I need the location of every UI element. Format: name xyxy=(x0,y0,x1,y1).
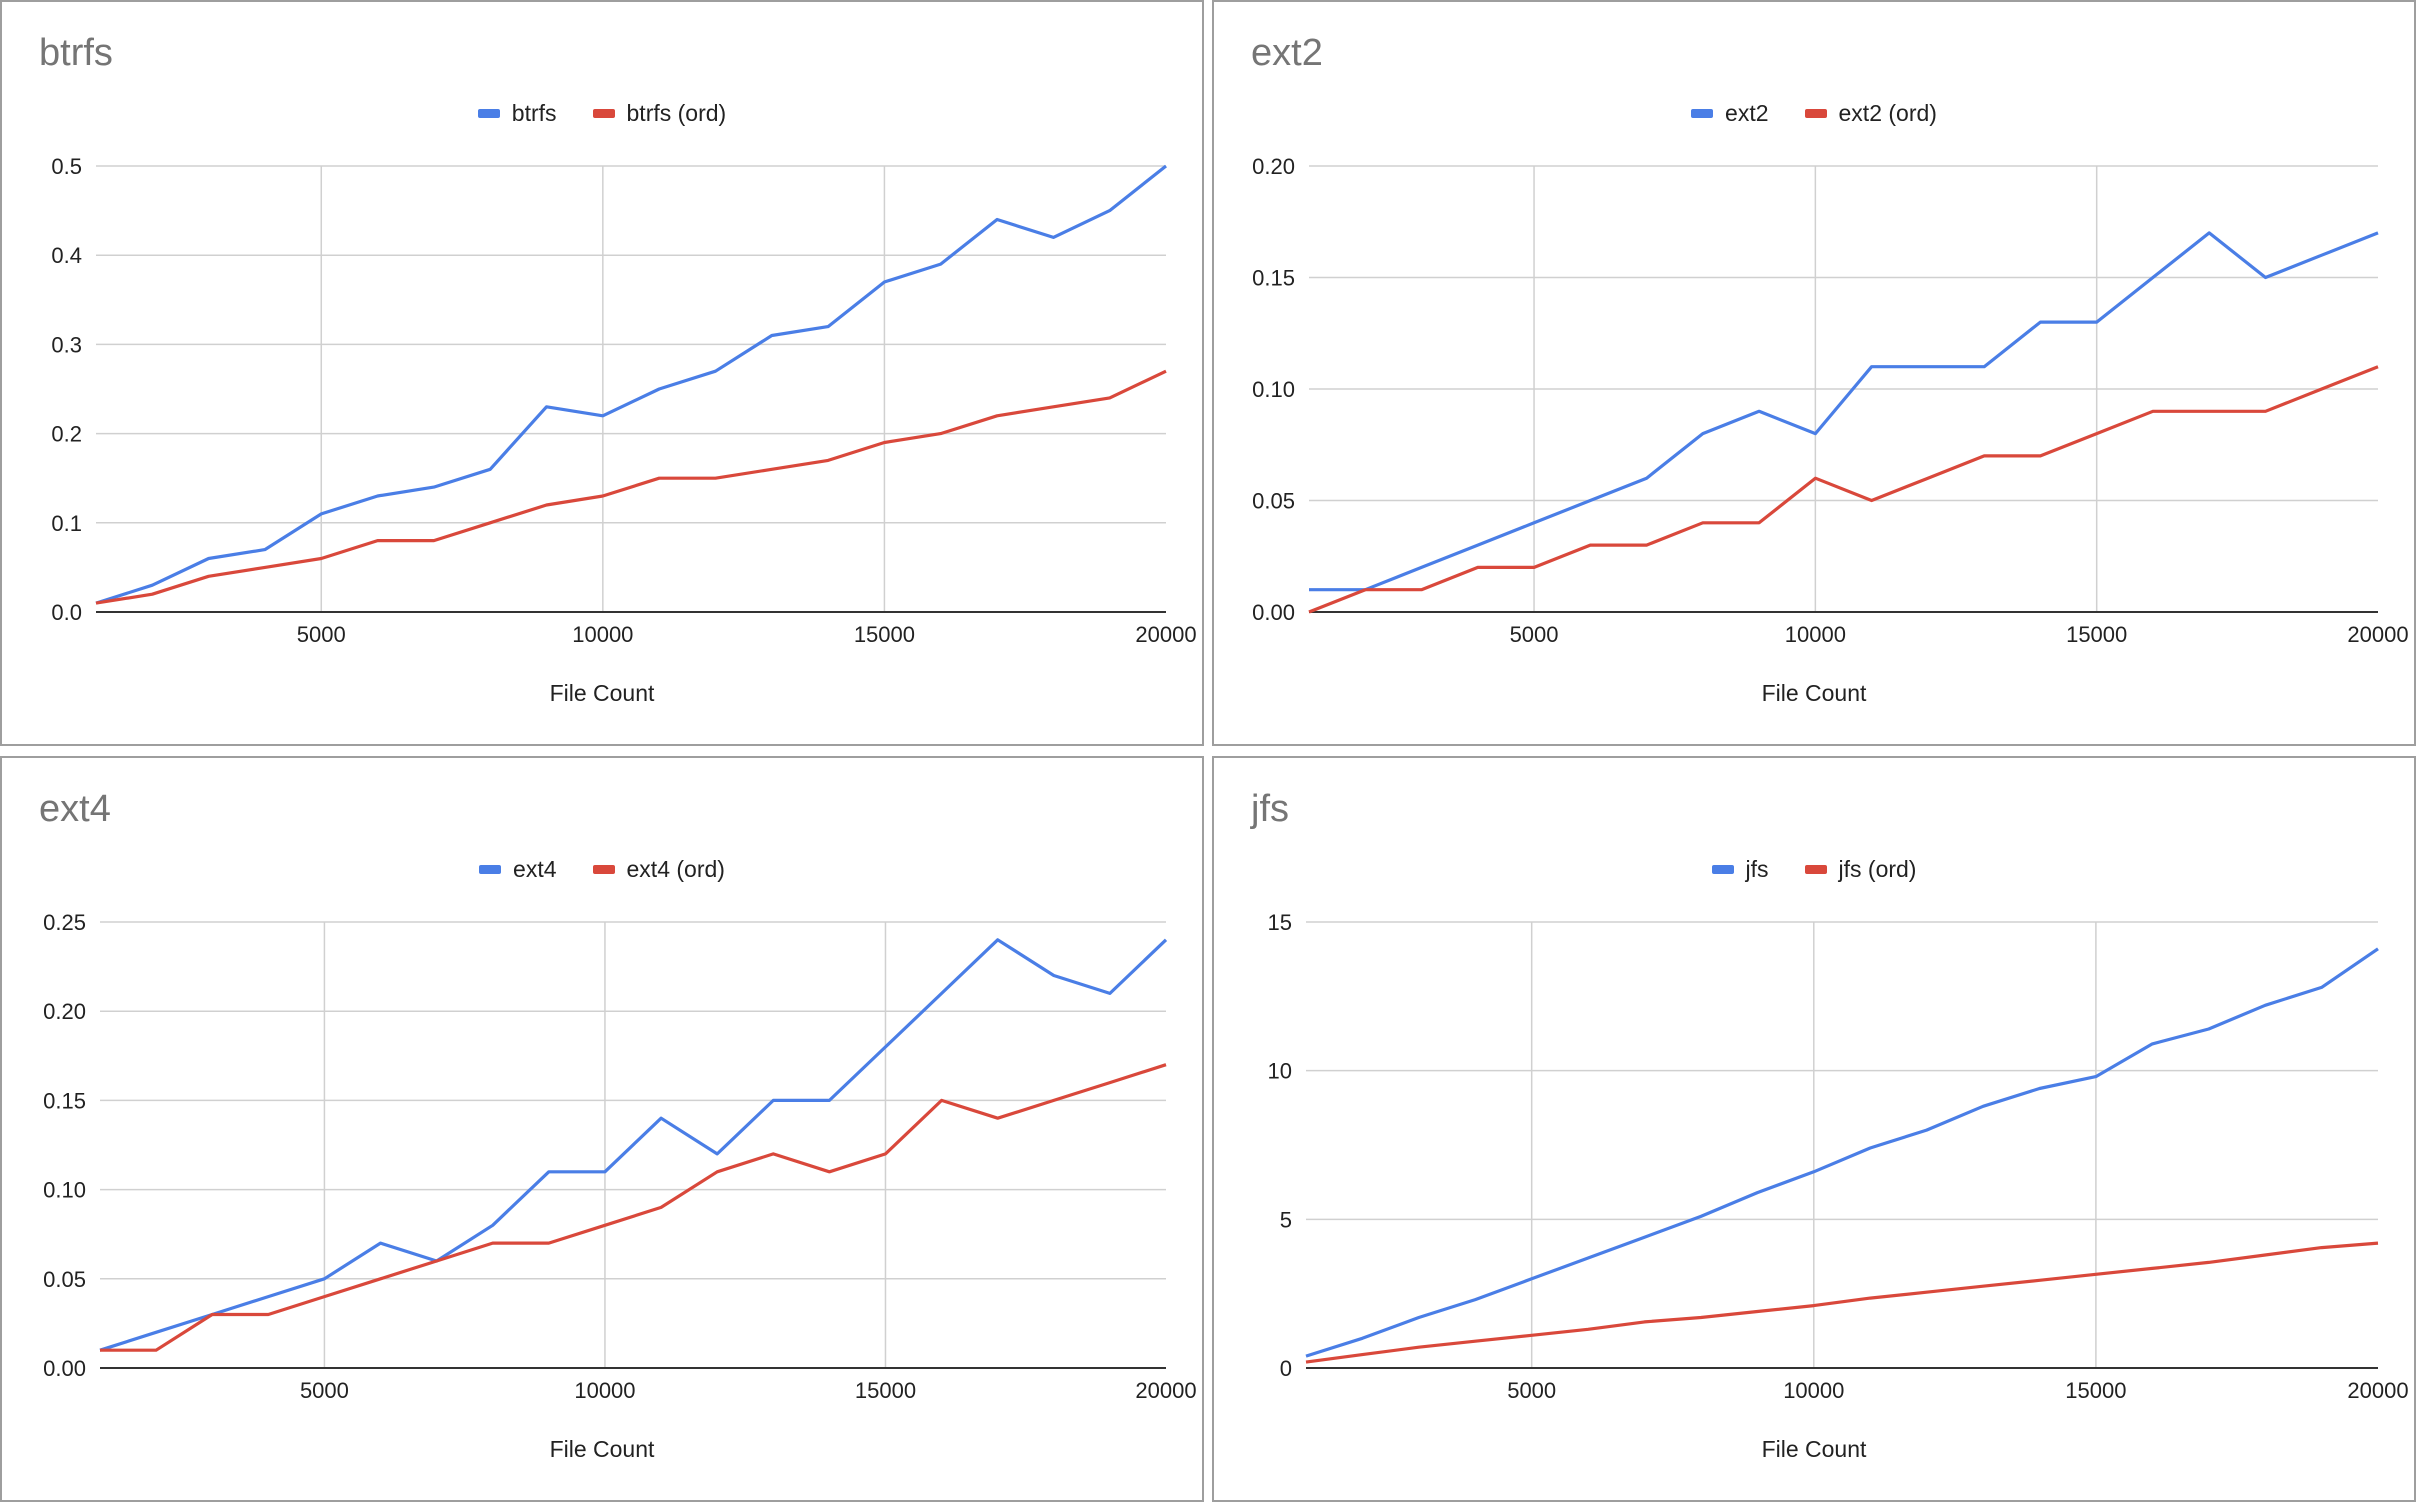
y-tick-label: 0.05 xyxy=(43,1267,86,1292)
series-line xyxy=(1308,365,2379,614)
legend-item: jfs xyxy=(1711,856,1769,883)
y-tick-label: 0.2 xyxy=(51,422,82,447)
x-tick-label: 10000 xyxy=(1783,1378,1844,1403)
x-tick-label: 15000 xyxy=(2065,1378,2126,1403)
legend-swatch-red xyxy=(592,109,615,118)
legend: btrfs btrfs (ord) xyxy=(2,100,1202,127)
x-tick-label: 5000 xyxy=(1510,622,1559,647)
chart-panel-ext4: ext4 ext4 ext4 (ord) 0.00 0.05 0.10 0.15 0.2… xyxy=(0,756,1204,1502)
series-line xyxy=(1305,1241,2379,1364)
legend-item: ext2 xyxy=(1691,100,1769,127)
x-tick-label: 15000 xyxy=(2066,622,2127,647)
y-tick-label: 0.10 xyxy=(1252,377,1295,402)
chart-title: btrfs xyxy=(39,32,113,74)
series-line xyxy=(100,1063,1167,1352)
legend-item: btrfs xyxy=(477,100,557,127)
x-tick-label: 10000 xyxy=(572,622,633,647)
legend-swatch-blue xyxy=(479,865,502,874)
series-line xyxy=(1309,231,2379,592)
legend-swatch-blue xyxy=(1711,865,1734,874)
y-tick-label: 0.15 xyxy=(43,1088,86,1113)
plot-area: 0.0 0.1 0.2 0.3 0.4 0.5 5000 10000 15000 20000 xyxy=(51,154,1196,647)
x-tick-label: 10000 xyxy=(574,1378,635,1403)
y-tick-label: 0.25 xyxy=(43,910,86,935)
x-tick-label: 5000 xyxy=(297,622,346,647)
y-tick-label: 0 xyxy=(1280,1356,1292,1381)
legend: ext2 ext2 (ord) xyxy=(1214,100,2414,127)
chart-title: ext2 xyxy=(1251,32,1323,74)
y-tick-label: 10 xyxy=(1268,1059,1292,1084)
x-tick-label: 20000 xyxy=(2347,1378,2408,1403)
x-tick-label: 20000 xyxy=(2347,622,2408,647)
x-tick-label: 10000 xyxy=(1785,622,1846,647)
y-tick-label: 0.10 xyxy=(43,1178,86,1203)
y-tick-label: 0.5 xyxy=(51,154,82,179)
plot-area: 0 5 10 15 5000 10000 15000 20000 xyxy=(1268,910,2409,1403)
series-line xyxy=(1305,947,2379,1358)
series-line xyxy=(95,164,1167,605)
legend-swatch-red xyxy=(1804,109,1827,118)
y-tick-label: 15 xyxy=(1268,910,1292,935)
x-tick-label: 20000 xyxy=(1135,1378,1196,1403)
y-tick-label: 0.1 xyxy=(51,511,82,536)
chart-title: ext4 xyxy=(39,788,111,830)
legend-item: ext4 xyxy=(479,856,557,883)
legend-label: ext4 (ord) xyxy=(626,856,725,882)
plot-area: 0.00 0.05 0.10 0.15 0.20 0.25 5000 10000 15000 20… xyxy=(43,910,1196,1403)
y-tick-label: 0.20 xyxy=(43,999,86,1024)
legend-swatch-red xyxy=(592,865,615,874)
legend-item: ext2 (ord) xyxy=(1804,100,1937,127)
chart-title: jfs xyxy=(1251,788,1289,830)
y-tick-label: 0.00 xyxy=(43,1356,86,1381)
y-tick-label: 0.05 xyxy=(1252,489,1295,514)
legend-swatch-red xyxy=(1804,865,1827,874)
legend-label: ext4 xyxy=(513,856,557,882)
y-tick-label: 0.00 xyxy=(1252,600,1295,625)
legend-swatch-blue xyxy=(477,109,500,118)
legend-swatch-blue xyxy=(1691,109,1714,118)
series-line xyxy=(99,938,1168,1352)
x-axis-label: File Count xyxy=(1761,680,1867,706)
x-axis-label: File Count xyxy=(1761,1436,1867,1462)
x-tick-label: 5000 xyxy=(300,1378,349,1403)
chart-panel-jfs: jfs jfs jfs (ord) 0 5 10 15 5000 10000 15000 20… xyxy=(1212,756,2416,1502)
legend-item: btrfs (ord) xyxy=(592,100,727,127)
y-tick-label: 0.3 xyxy=(51,332,82,357)
x-tick-label: 20000 xyxy=(1135,622,1196,647)
legend-item: jfs (ord) xyxy=(1804,856,1917,883)
legend-label: jfs (ord) xyxy=(1838,856,1917,882)
y-tick-label: 5 xyxy=(1280,1207,1292,1232)
legend-label: ext2 (ord) xyxy=(1838,100,1937,126)
chart-panel-btrfs: btrfs btrfs btrfs (ord) 0.0 0.1 0.2 0.3 0.4 0… xyxy=(0,0,1204,746)
x-tick-label: 15000 xyxy=(855,1378,916,1403)
y-tick-label: 0.4 xyxy=(51,243,82,268)
y-tick-label: 0.0 xyxy=(51,600,82,625)
x-axis-label: File Count xyxy=(549,1436,655,1462)
y-tick-label: 0.15 xyxy=(1252,266,1295,291)
plot-area: 0.00 0.05 0.10 0.15 0.20 5000 10000 15000 20000 xyxy=(1252,154,2408,647)
y-tick-label: 0.20 xyxy=(1252,154,1295,179)
legend-label: ext2 xyxy=(1725,100,1769,126)
legend: jfs jfs (ord) xyxy=(1214,856,2414,883)
x-tick-label: 15000 xyxy=(854,622,915,647)
legend: ext4 ext4 (ord) xyxy=(2,856,1202,883)
x-axis-label: File Count xyxy=(549,680,655,706)
legend-label: btrfs xyxy=(511,100,557,126)
legend-label: btrfs (ord) xyxy=(626,100,727,126)
legend-item: ext4 (ord) xyxy=(592,856,725,883)
series-line xyxy=(95,369,1167,605)
chart-panel-ext2: ext2 ext2 ext2 (ord) 0.00 0.05 0.10 0.15 0.2… xyxy=(1212,0,2416,746)
x-tick-label: 5000 xyxy=(1507,1378,1556,1403)
legend-label: jfs xyxy=(1745,856,1769,882)
